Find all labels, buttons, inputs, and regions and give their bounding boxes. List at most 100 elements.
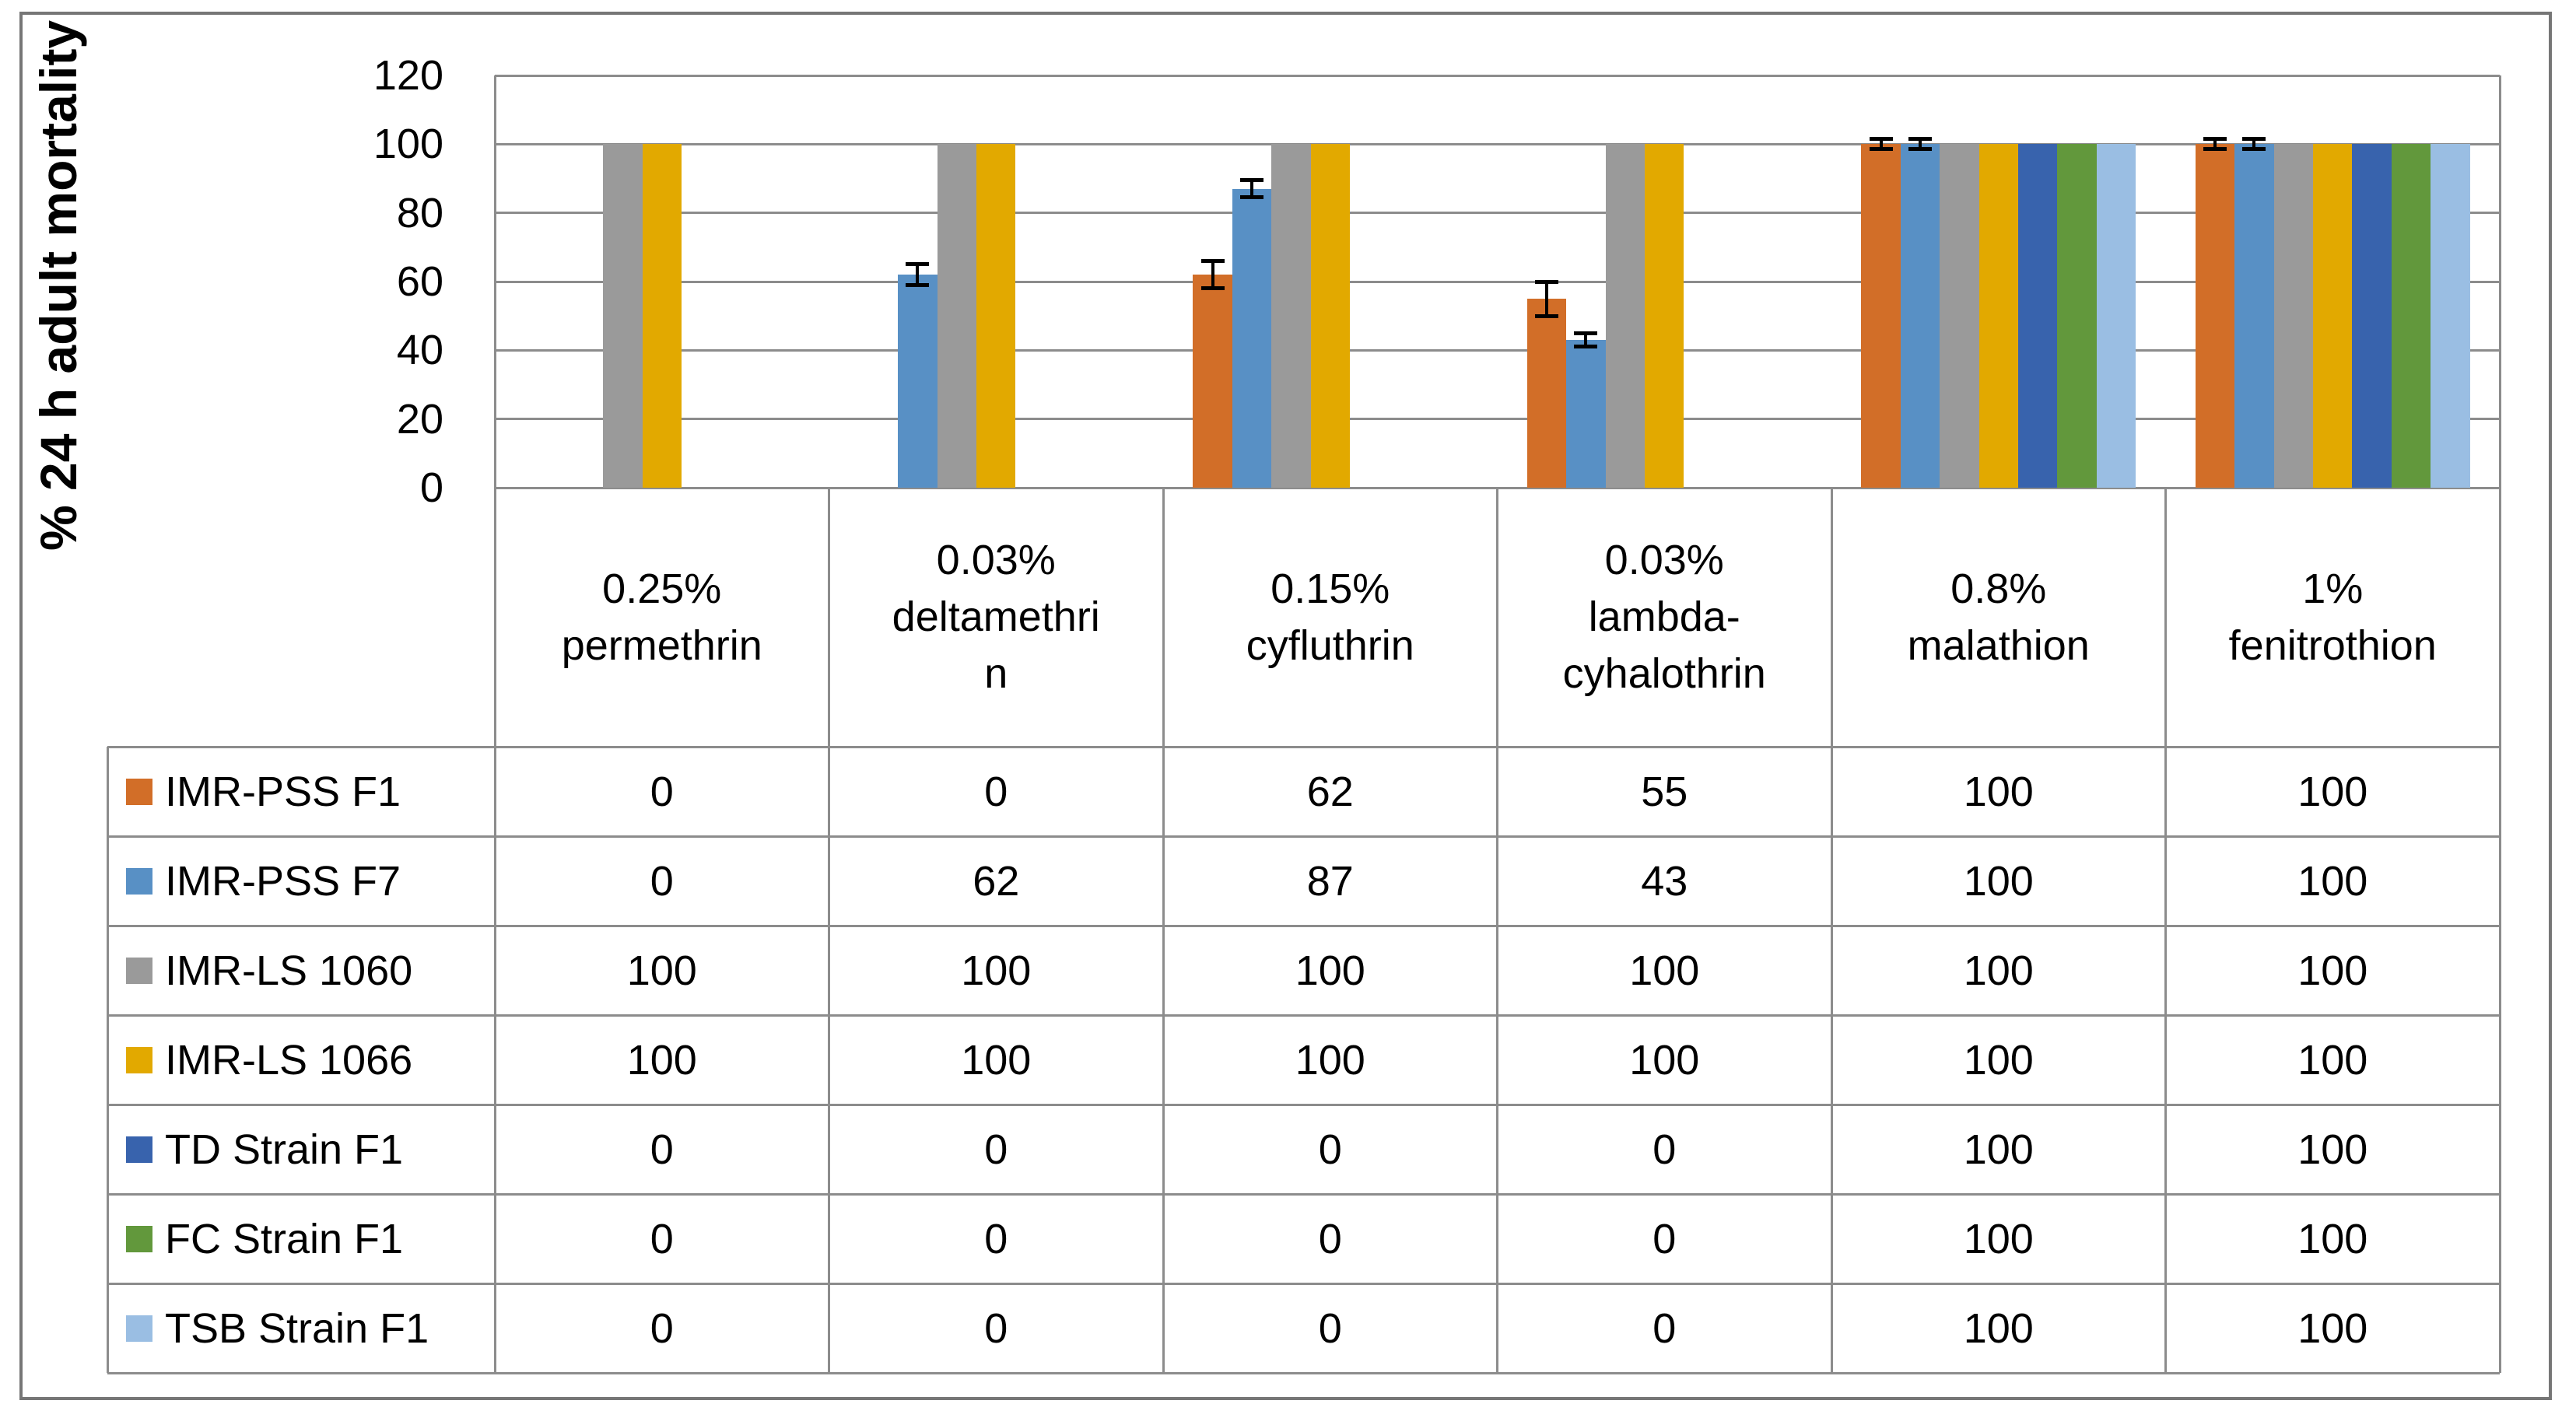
table-value-cell: 100 [1963, 857, 2034, 905]
bar-imr-ls-1060-cat4 [1940, 144, 1979, 488]
table-value-cell: 100 [2297, 857, 2368, 905]
table-value-cell: 100 [1295, 1036, 1365, 1084]
bar-imr-ls-1066-cat2 [1310, 144, 1350, 488]
error-bar [1249, 180, 1253, 198]
table-row-border [107, 835, 2500, 838]
category-header-cell: 0.25% permethrin [495, 488, 829, 747]
table-value-cell: 100 [2297, 947, 2368, 994]
category-label: 0.8% malathion [1908, 561, 2090, 674]
category-label-line: 0.15% [1270, 565, 1390, 612]
error-bar-cap [2242, 137, 2266, 142]
category-label-line: permethrin [561, 621, 762, 669]
category-label: 0.03% lambda-cyhalothrin [1563, 532, 1766, 702]
bar-imr-ls-1060-cat5 [2273, 144, 2314, 488]
legend-key-swatch [126, 1225, 152, 1252]
category-label-line: 0.03% [936, 537, 1056, 584]
gridline [495, 142, 2500, 145]
error-bar [916, 264, 920, 285]
table-row-border [107, 1014, 2500, 1017]
error-bar-cap [1869, 147, 1893, 152]
y-tick-label: 100 [373, 121, 443, 168]
category-label: 0.03% deltamethri n [892, 532, 1100, 702]
table-value-cell: 100 [1629, 947, 1700, 994]
bar-imr-ls-1066-cat4 [1978, 144, 2018, 488]
legend-key-swatch [126, 1315, 152, 1342]
table-value-cell: 0 [984, 1126, 1008, 1173]
table-row-border [107, 1192, 2500, 1196]
gridline [495, 280, 2500, 283]
gridline [495, 74, 2500, 77]
series-name: IMR-LS 1066 [165, 1036, 413, 1084]
error-bar-cap [1535, 279, 1559, 284]
table-value-cell: 100 [1963, 947, 2034, 994]
bar-imr-pss-f7-cat5 [2234, 144, 2274, 488]
table-value-cell: 0 [1652, 1304, 1677, 1352]
bar-imr-pss-f1-cat2 [1193, 275, 1232, 488]
category-label: 0.25% permethrin [562, 561, 762, 674]
table-value-cell: 0 [1318, 1215, 1342, 1262]
category-header-cell: 0.8% malathion [1831, 488, 2166, 747]
gridline [495, 348, 2500, 352]
bar-imr-ls-1066-cat1 [976, 144, 1016, 488]
table-value-cell: 0 [650, 768, 674, 815]
table-value-cell: 100 [1629, 1036, 1700, 1084]
series-name: FC Strain F1 [165, 1215, 404, 1262]
category-label-line: lambda- [1588, 593, 1740, 641]
table-value-cell: 0 [650, 1126, 674, 1173]
legend-key-swatch [126, 778, 152, 805]
bar-imr-pss-f7-cat1 [898, 275, 938, 488]
error-bar-cap [1200, 259, 1225, 263]
error-bar-cap [1200, 286, 1225, 291]
table-value-cell: 0 [650, 857, 674, 905]
table-value-cell: 0 [984, 1215, 1008, 1262]
bar-fc-strain-f1-cat5 [2391, 144, 2431, 488]
table-value-cell: 100 [2297, 1036, 2368, 1084]
legend-key-swatch [126, 1136, 152, 1163]
series-name: IMR-PSS F7 [165, 857, 401, 905]
error-bar [1584, 333, 1588, 347]
legend-row: IMR-PSS F1 [107, 747, 495, 836]
bar-imr-ls-1066-cat3 [1645, 144, 1684, 488]
table-value-cell: 100 [2297, 1215, 2368, 1262]
bar-tsb-strain-f1-cat5 [2431, 144, 2470, 488]
error-bar-cap [2242, 147, 2266, 152]
error-bar-cap [906, 262, 930, 267]
table-value-cell: 55 [1641, 768, 1688, 815]
table-column-border [1162, 488, 1165, 1373]
legend-row: TD Strain F1 [107, 1105, 495, 1194]
bar-imr-pss-f1-cat3 [1526, 299, 1567, 488]
table-value-cell: 100 [626, 1036, 697, 1084]
bar-td-strain-f1-cat4 [2017, 144, 2058, 488]
table-value-cell: 100 [961, 947, 1032, 994]
table-value-cell: 0 [1318, 1126, 1342, 1173]
category-label-line: 0.25% [602, 565, 722, 612]
error-bar-cap [1574, 345, 1598, 349]
table-value-cell: 100 [2297, 768, 2368, 815]
table-stub-border [106, 747, 109, 1373]
bar-imr-ls-1060-cat0 [603, 144, 643, 488]
legend-row: IMR-LS 1066 [107, 1015, 495, 1105]
category-label-line: fenitrothion [2228, 621, 2437, 669]
error-bar-cap [2203, 137, 2227, 142]
table-value-cell: 100 [1963, 1215, 2034, 1262]
table-value-cell: 0 [1318, 1304, 1342, 1352]
figure-border [19, 12, 2552, 1400]
table-value-cell: 62 [1306, 768, 1354, 815]
table-value-cell: 43 [1641, 857, 1688, 905]
bar-imr-pss-f7-cat4 [1900, 144, 1940, 488]
legend-key-swatch [126, 957, 152, 984]
table-row-border [107, 1371, 2500, 1374]
table-value-cell: 100 [2297, 1304, 2368, 1352]
category-label-line: 0.8% [1950, 565, 2047, 612]
table-value-cell: 100 [1963, 1036, 2034, 1084]
category-label-line: cyfluthrin [1246, 621, 1414, 669]
error-bar-cap [2203, 147, 2227, 152]
table-column-border [1496, 488, 1498, 1373]
category-header-cell: 0.15% cyfluthrin [1163, 488, 1498, 747]
bar-imr-ls-1060-cat3 [1605, 144, 1645, 488]
legend-row: IMR-LS 1060 [107, 926, 495, 1015]
bar-imr-ls-1060-cat2 [1271, 144, 1311, 488]
error-bar-cap [1535, 313, 1559, 318]
table-value-cell: 62 [973, 857, 1020, 905]
category-label: 0.15% cyfluthrin [1246, 561, 1414, 674]
